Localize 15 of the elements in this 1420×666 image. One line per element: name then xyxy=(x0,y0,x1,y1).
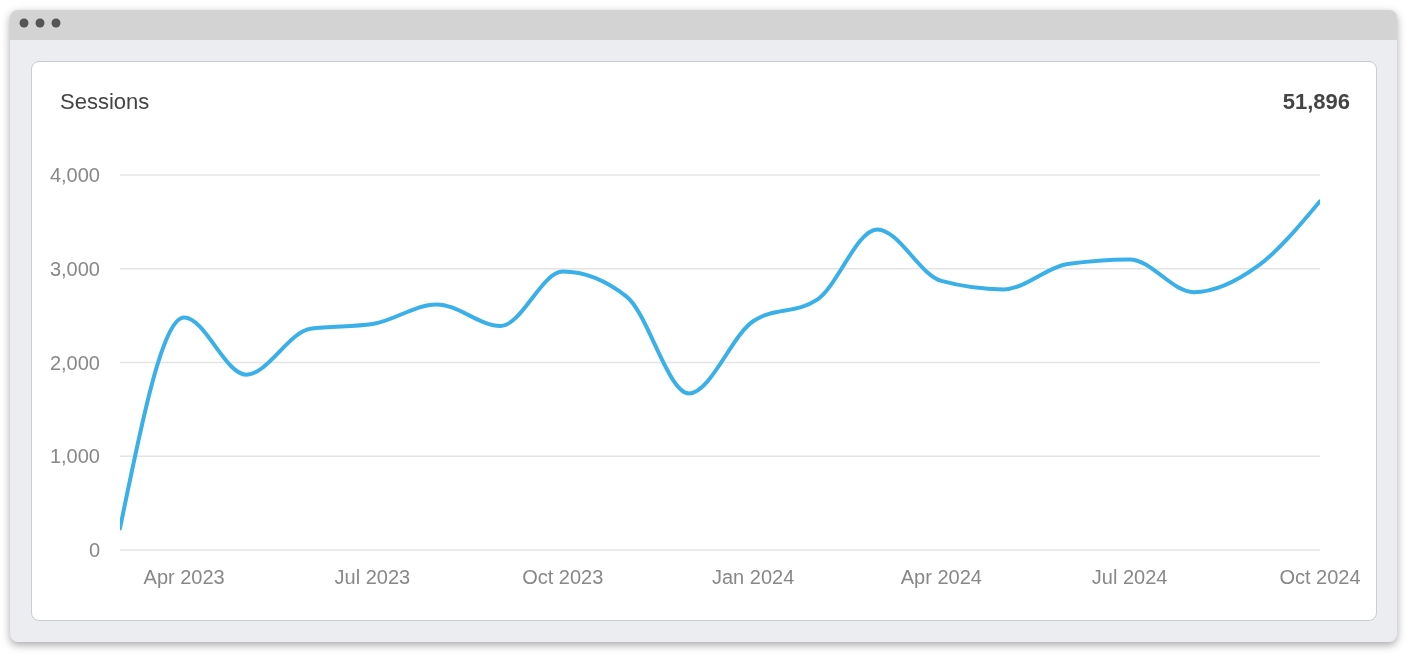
x-tick-label: Apr 2024 xyxy=(900,566,982,589)
x-tick-label: Jan 2024 xyxy=(711,566,795,589)
y-tick-label: 2,000 xyxy=(49,351,100,374)
x-tick-label: Jul 2024 xyxy=(1091,566,1168,589)
y-tick-label: 1,000 xyxy=(49,445,100,468)
chart-title: Sessions xyxy=(60,89,150,115)
line-series xyxy=(120,199,1320,531)
y-tick-label: 4,000 xyxy=(49,164,100,187)
x-tick-label: Oct 2023 xyxy=(522,566,604,589)
x-tick-label: Apr 2023 xyxy=(143,566,225,589)
x-tick-label: Oct 2024 xyxy=(1279,566,1361,589)
x-tick-label: Jul 2023 xyxy=(334,566,411,589)
y-tick-label: 0 xyxy=(88,539,100,562)
text: 51,896 xyxy=(1282,89,1350,115)
y-tick-label: 3,000 xyxy=(49,257,100,280)
